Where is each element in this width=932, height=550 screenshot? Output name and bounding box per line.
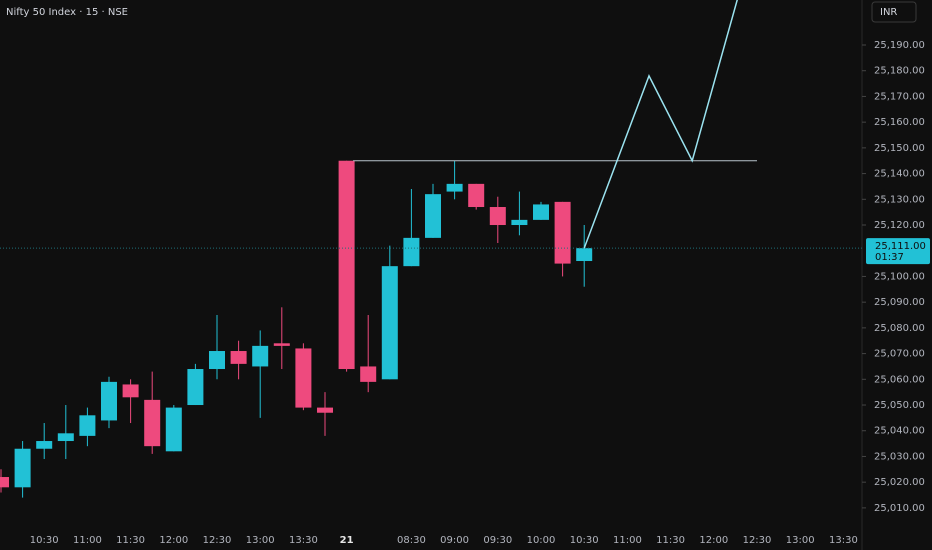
y-tick-label: 25,040.00: [874, 426, 925, 437]
candle-body: [381, 266, 398, 380]
candle-body: [230, 351, 247, 364]
countdown-label: 01:37: [875, 252, 904, 263]
x-tick-label: 10:30: [570, 535, 599, 546]
y-tick-label: 25,010.00: [874, 503, 925, 514]
y-tick-label: 25,150.00: [874, 143, 925, 154]
candle-body: [425, 194, 441, 238]
last-price-label: 25,111.00: [875, 241, 926, 252]
candle-body: [576, 248, 593, 262]
candle-body: [252, 345, 269, 367]
x-tick-label: 11:00: [613, 535, 642, 546]
candle-body: [79, 415, 96, 436]
y-tick-label: 25,080.00: [874, 323, 925, 334]
candle-body: [338, 160, 355, 370]
candle-body: [317, 407, 333, 413]
candle-body: [360, 366, 377, 382]
x-tick-label: 09:00: [440, 535, 469, 546]
candle-body: [14, 448, 31, 488]
plot: [0, 160, 593, 498]
chart-title: Nifty 50 Index · 15 · NSE: [6, 7, 128, 18]
y-tick-label: 25,130.00: [874, 194, 925, 205]
x-tick-label: 21: [340, 535, 354, 546]
candle-body: [144, 399, 161, 447]
candle-body: [101, 381, 117, 421]
x-tick-label: 13:00: [786, 535, 815, 546]
candle-body: [122, 384, 139, 398]
candle-body: [446, 183, 463, 192]
x-tick-label: 13:30: [829, 535, 858, 546]
x-tick-label: 13:00: [246, 535, 275, 546]
y-tick-label: 25,070.00: [874, 349, 925, 360]
candle-body: [468, 183, 485, 208]
x-tick-label: 11:00: [73, 535, 102, 546]
y-tick-label: 25,170.00: [874, 91, 925, 102]
y-tick-label: 25,190.00: [874, 40, 925, 51]
x-tick-label: 11:30: [656, 535, 685, 546]
currency-button[interactable]: [871, 1, 917, 23]
x-tick-label: 10:00: [527, 535, 556, 546]
y-tick-label: 25,160.00: [874, 117, 925, 128]
candle-body: [489, 207, 506, 226]
x-tick-label: 12:30: [203, 535, 232, 546]
candle-body: [533, 204, 549, 220]
y-tick-label: 25,140.00: [874, 169, 925, 180]
x-tick-label: 12:30: [743, 535, 772, 546]
candle-body: [165, 407, 182, 452]
x-tick-label: 08:30: [397, 535, 426, 546]
candle-body: [511, 219, 528, 226]
currency-label[interactable]: INR: [880, 7, 897, 18]
x-tick-label: 12:00: [159, 535, 188, 546]
x-tick-label: 12:00: [699, 535, 728, 546]
candle-body: [295, 348, 312, 408]
y-tick-label: 25,120.00: [874, 220, 925, 231]
candle-body: [273, 343, 290, 346]
x-tick-label: 13:30: [289, 535, 318, 546]
candle-body: [187, 369, 204, 406]
candle-body: [36, 441, 53, 449]
y-tick-label: 25,050.00: [874, 400, 925, 411]
y-tick-label: 25,030.00: [874, 451, 925, 462]
candle-body: [0, 477, 9, 488]
y-tick-label: 25,020.00: [874, 477, 925, 488]
candle-body: [209, 351, 225, 370]
last-price-box: [866, 238, 930, 265]
candle-body: [57, 433, 74, 442]
x-tick-label: 10:30: [30, 535, 59, 546]
y-tick-label: 25,100.00: [874, 271, 925, 282]
y-tick-label: 25,180.00: [874, 66, 925, 77]
y-tick-label: 25,090.00: [874, 297, 925, 308]
candle-body: [554, 201, 571, 264]
projection-line: [583, 0, 738, 249]
x-tick-label: 09:30: [483, 535, 512, 546]
y-tick-label: 25,060.00: [874, 374, 925, 385]
x-tick-label: 11:30: [116, 535, 145, 546]
candle-body: [403, 237, 420, 267]
